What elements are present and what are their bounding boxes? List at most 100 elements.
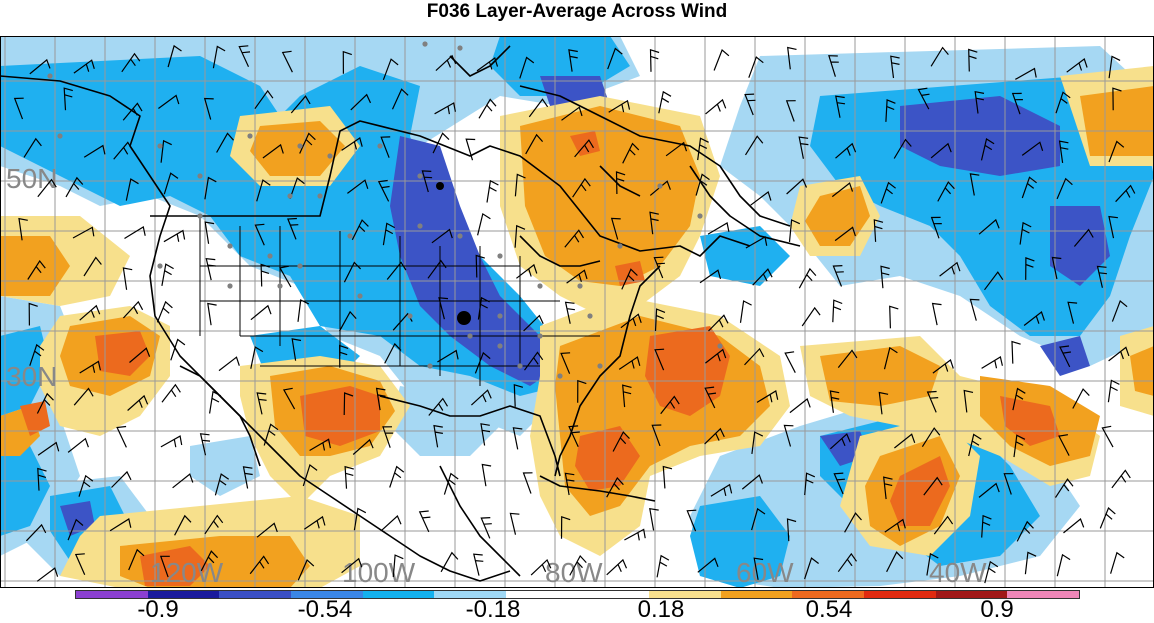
wind-barb-icon [200, 550, 219, 572]
wind-barb-icon [608, 99, 631, 113]
coastlines-and-borders [0, 45, 801, 582]
wind-barb-icon [695, 173, 710, 196]
wind-barb-icon [1056, 553, 1071, 577]
station-dot-icon [537, 333, 543, 339]
colorbar-label: 0.54 [805, 596, 853, 623]
wind-barb-icon [624, 528, 646, 541]
wind-barb-icon [27, 259, 46, 280]
wind-barb-icon [1054, 478, 1074, 498]
wind-barb-icon [386, 261, 407, 280]
wind-barb-icon [939, 261, 961, 277]
wind-barb-icon [745, 236, 768, 249]
wind-barb-icon [974, 90, 985, 114]
wind-barb-icon [1112, 87, 1122, 111]
wind-barb-icon [480, 423, 491, 446]
station-dot-icon [407, 313, 413, 319]
wind-barb-icon [391, 88, 409, 110]
wind-barb-icon [560, 515, 571, 539]
station-dot-icon [157, 263, 163, 269]
wind-barb-icon [478, 98, 497, 119]
wind-barb-icon [440, 551, 459, 573]
wind-barb-icon [516, 263, 538, 279]
wind-barb-icon [262, 143, 284, 159]
wind-barb-icon [568, 49, 578, 72]
wind-barb-icon [984, 560, 999, 584]
wind-barb-icon [844, 512, 862, 533]
wind-barb-icon [432, 132, 450, 154]
map-title: F036 Layer-Average Across Wind [426, 1, 728, 22]
wind-barb-icon [128, 548, 145, 571]
station-dot-icon [327, 153, 333, 159]
wind-barb-icon [512, 427, 523, 450]
wind-barb-icon [172, 473, 194, 489]
wind-barb-icon [23, 137, 42, 158]
station-dot-icon [577, 283, 583, 289]
wind-barb-icon [930, 142, 952, 159]
wind-barb-icon [438, 297, 449, 320]
wind-barb-icon [885, 99, 896, 122]
wind-barb-icon [203, 97, 214, 120]
wind-barb-icon [568, 425, 580, 448]
wind-barb-icon [481, 463, 492, 487]
wind-barb-icon [569, 554, 587, 576]
wind-barb-icon [1011, 340, 1021, 364]
colorbar-swatch [147, 591, 220, 598]
wind-barb-icon [654, 348, 665, 371]
wind-barb-icon [72, 226, 95, 239]
wind-barb-icon [752, 268, 773, 286]
wind-barb-icon [969, 173, 980, 196]
wind-barb-icon [242, 466, 253, 489]
wind-barb-icon [428, 397, 449, 416]
wind-barb-icon [574, 139, 595, 158]
wind-barb-icon [622, 384, 632, 408]
colorbar [75, 590, 1080, 599]
wind-barb-icon [835, 142, 857, 159]
wind-barb-icon [560, 352, 571, 374]
wind-barb-icon [124, 226, 146, 240]
wind-barb-icon [67, 437, 89, 453]
wind-barb-icon [1055, 91, 1071, 114]
colorbar-swatch [935, 591, 1008, 598]
station-dot-icon [57, 133, 63, 139]
wind-barb-icon [1016, 520, 1034, 542]
wind-barb-icon [1021, 141, 1044, 156]
wind-barb-icon [514, 224, 526, 248]
wind-barb-icon [835, 95, 846, 118]
station-dot-icon [287, 193, 293, 199]
wind-barb-icon [704, 427, 725, 445]
wind-barb-icon [125, 178, 139, 201]
wind-barb-icon [564, 472, 575, 496]
station-dot-icon [422, 41, 428, 47]
wind-barb-icon [122, 267, 133, 290]
wind-barb-icon [561, 106, 583, 121]
wind-barb-icon [744, 347, 765, 366]
station-dot-icon [247, 133, 253, 139]
lon-label-60w: 60W [736, 557, 794, 588]
wind-barb-icon [302, 464, 318, 487]
wind-barb-icon [28, 302, 38, 326]
wind-barb-icon [658, 90, 672, 114]
wind-barb-icon [309, 438, 331, 452]
wind-barb-icon [83, 144, 106, 158]
colorbar-label: -0.54 [297, 596, 353, 623]
wind-barb-icon [528, 98, 549, 118]
wind-barb-icon [704, 386, 717, 409]
station-dot-icon [317, 193, 323, 199]
wind-barb-icon [1067, 301, 1078, 324]
wind-barb-icon [523, 314, 544, 332]
wind-barb-icon [937, 181, 955, 202]
wind-barb-icon [256, 179, 271, 202]
wind-barb-icon [880, 181, 896, 204]
wind-barb-icon [353, 507, 367, 531]
wind-barb-icon [1108, 215, 1118, 239]
wind-barb-icon [686, 509, 697, 532]
wind-barb-icon [786, 178, 808, 195]
station-dot-icon [497, 343, 503, 349]
wind-barb-icon [37, 441, 60, 456]
colorbar-swatch [434, 591, 506, 598]
wind-barb-icon [705, 348, 727, 364]
station-dot-icon [417, 223, 423, 229]
wind-barb-icon [519, 56, 535, 79]
colorbar-swatch [219, 591, 291, 598]
wind-barb-icon [431, 228, 453, 244]
